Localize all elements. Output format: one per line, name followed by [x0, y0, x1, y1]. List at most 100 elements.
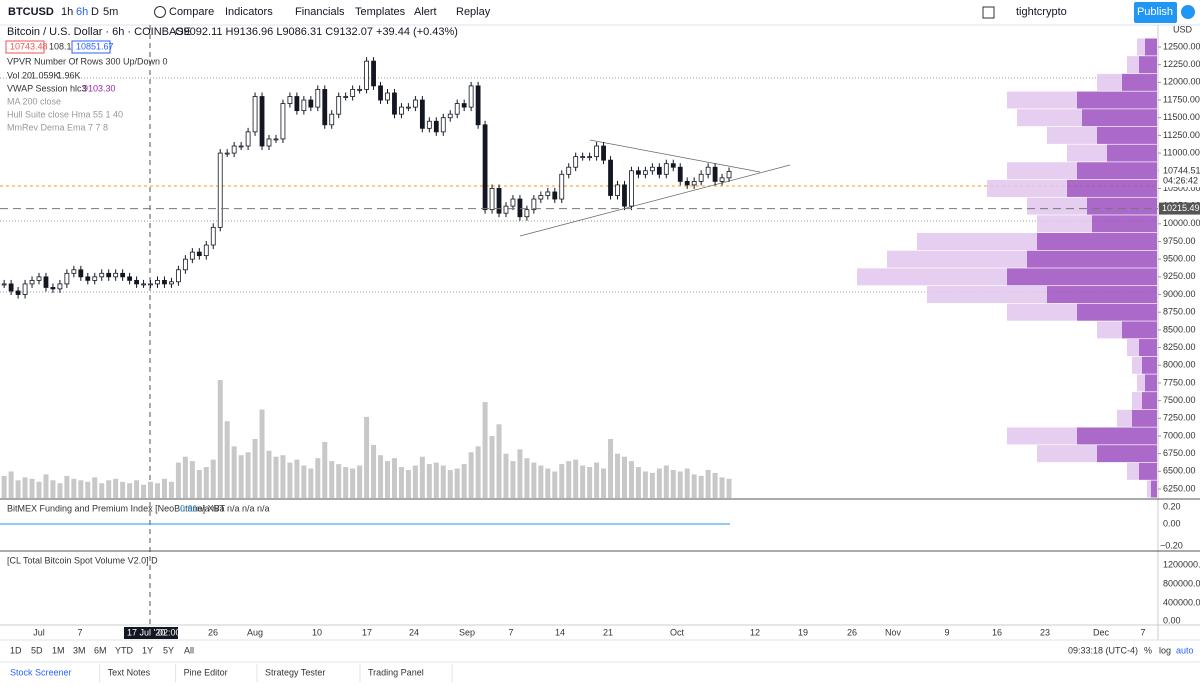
legend-ohlc: O9092.11 H9136.96 L9086.31 C9132.07 +39.…	[175, 26, 458, 38]
button[interactable]: Indicators	[225, 6, 273, 18]
vpvr-up	[1027, 250, 1157, 268]
icon[interactable]	[982, 6, 995, 19]
icon[interactable]	[1181, 5, 1195, 19]
vpvr-down	[1097, 73, 1122, 91]
candle	[259, 96, 265, 147]
last-price: 10744.51	[1163, 166, 1200, 176]
indicator[interactable]: Vol 20	[7, 70, 32, 80]
volume-bar	[336, 464, 342, 498]
range-button[interactable]: YTD	[115, 645, 134, 655]
publish-label[interactable]: Publish	[1137, 6, 1173, 18]
vpvr-down	[987, 179, 1067, 197]
volume-bar	[15, 480, 21, 498]
volume-bar	[385, 461, 390, 498]
y-tick-label: 11000.00	[1163, 147, 1200, 157]
volume-bar	[378, 455, 384, 498]
symbol[interactable]: BTCUSD	[8, 6, 54, 18]
indicator[interactable]: MA 200 close	[7, 96, 61, 106]
range-button[interactable]: 1Y	[142, 645, 153, 655]
vpvr-up	[1077, 427, 1157, 445]
vpvr-up	[1097, 445, 1157, 463]
publish-button[interactable]	[1134, 2, 1177, 23]
pane-value: n/a n/a n/a n/a n/a	[197, 503, 270, 513]
candle	[573, 156, 579, 168]
button[interactable]: Templates	[355, 6, 406, 18]
volume-bar	[426, 464, 432, 498]
volume-bar	[615, 453, 621, 498]
vpvr-down	[917, 232, 1037, 250]
vpvr-up	[1082, 109, 1157, 127]
candle	[22, 283, 28, 295]
candle	[538, 195, 544, 200]
candle	[510, 198, 516, 207]
candle	[336, 96, 342, 115]
volume-bar	[308, 468, 314, 498]
scale-option[interactable]: %	[1144, 645, 1152, 655]
vpvr-up	[1122, 321, 1157, 339]
y-tick-label: 11750.00	[1163, 94, 1200, 104]
indicator[interactable]: VWAP Session hlc3	[7, 83, 87, 93]
range-button[interactable]: 3M	[73, 645, 86, 655]
y-tick-label: 12500.00	[1163, 41, 1200, 51]
button[interactable]: Replay	[456, 6, 491, 18]
volume-bar	[357, 465, 363, 498]
indicator[interactable]: MmRev Dema Ema 7 7 8	[7, 122, 108, 132]
scale-option[interactable]: auto	[1176, 645, 1194, 655]
vpvr-down	[1132, 392, 1142, 410]
range-button[interactable]: 5Y	[163, 645, 174, 655]
volume-bar	[301, 465, 307, 498]
tab[interactable]: Stock Screener	[10, 667, 72, 677]
volume-bar	[608, 439, 614, 498]
tab[interactable]: Pine Editor	[184, 667, 228, 677]
candle	[594, 145, 599, 158]
bid: 10743.48	[10, 41, 48, 51]
button[interactable]: Compare	[169, 6, 214, 18]
candle	[120, 272, 126, 278]
volume-bar	[273, 456, 279, 498]
volume-bar	[85, 481, 91, 498]
candle	[447, 113, 453, 119]
indicator[interactable]: VPVR Number Of Rows 300 Up/Down 0	[7, 56, 168, 66]
legend-title: Bitcoin / U.S. Dollar · 6h · COINBASE	[7, 26, 191, 38]
candle	[580, 156, 586, 159]
volume-bar	[670, 469, 676, 498]
range-button[interactable]: 5D	[31, 645, 43, 655]
indicator[interactable]: Hull Suite close Hma 55 1 40	[7, 109, 123, 119]
button[interactable]: Alert	[414, 6, 437, 18]
ask: 10851.67	[76, 41, 114, 51]
interval[interactable]: 1h	[61, 6, 73, 18]
vpvr-up	[1132, 409, 1157, 427]
candle	[141, 283, 146, 286]
tab[interactable]: Trading Panel	[368, 667, 424, 677]
layout-name[interactable]: tightcrypto	[1016, 6, 1067, 18]
price-label-box	[1159, 165, 1200, 188]
candle	[642, 170, 648, 175]
x-tick-label: Dec	[1093, 627, 1110, 637]
x-tick-label: 9	[944, 627, 949, 637]
button[interactable]: Financials	[295, 6, 345, 18]
candle	[357, 89, 363, 91]
range-button[interactable]: 1M	[52, 645, 65, 655]
axis-label: −0.20	[1160, 540, 1183, 550]
volume-bar	[280, 455, 286, 498]
candle	[8, 283, 14, 292]
x-tick-label: 10	[312, 627, 322, 637]
candle	[245, 131, 251, 147]
pane-title: BitMEX Funding and Premium Index [NeoBut…	[7, 503, 226, 513]
tab[interactable]: Strategy Tester	[265, 667, 325, 677]
volume-bar	[433, 462, 439, 498]
interval[interactable]: 5m	[103, 6, 118, 18]
range-button[interactable]: 1D	[10, 645, 22, 655]
interval[interactable]: 6h	[76, 6, 88, 18]
volume-bar	[698, 475, 704, 498]
range-button[interactable]: All	[184, 645, 194, 655]
volume-bar	[203, 467, 209, 498]
tab[interactable]: Text Notes	[108, 667, 151, 677]
interval[interactable]: D	[91, 6, 99, 18]
trendline	[589, 139, 761, 173]
vpvr-down	[1137, 374, 1145, 392]
candle	[238, 145, 244, 148]
scale-option[interactable]: log	[1159, 645, 1171, 655]
range-button[interactable]: 6M	[94, 645, 107, 655]
